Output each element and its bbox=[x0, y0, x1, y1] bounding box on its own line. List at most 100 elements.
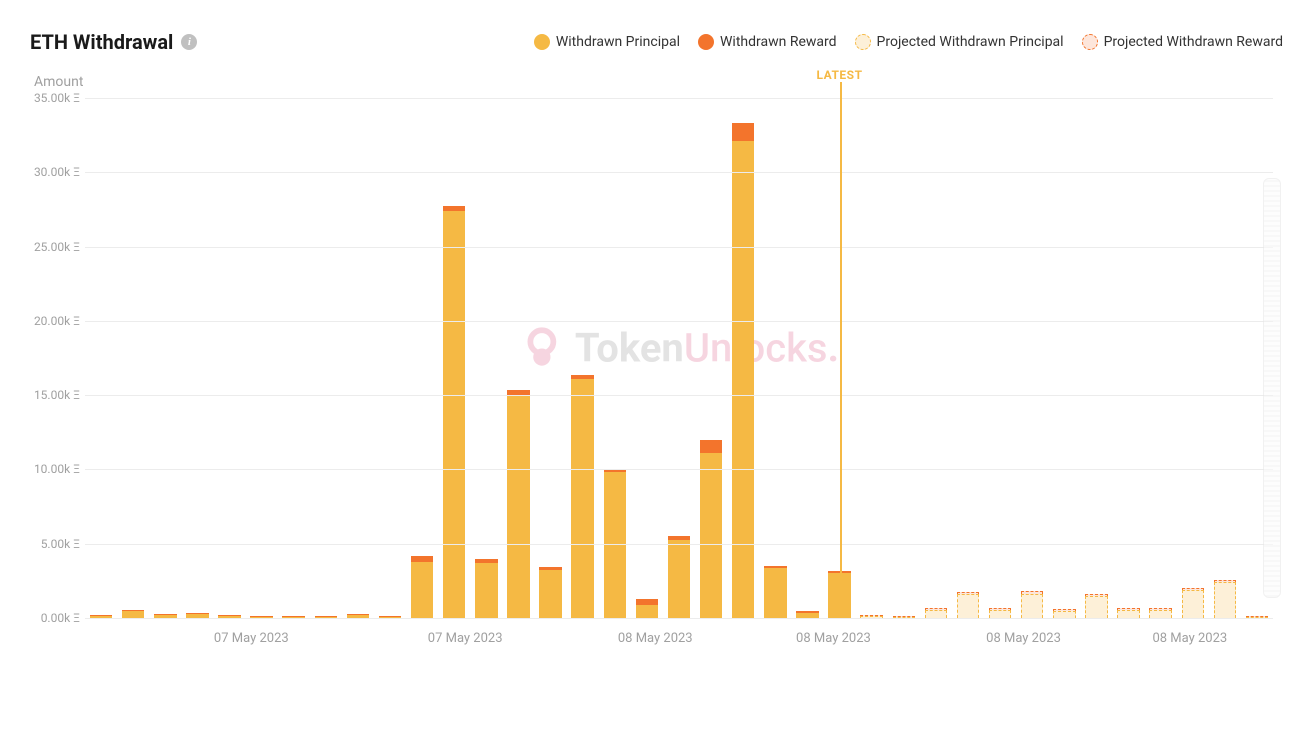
bar-slot[interactable] bbox=[727, 98, 759, 618]
bar-slot[interactable] bbox=[1209, 98, 1241, 618]
bar-slot[interactable] bbox=[1048, 98, 1080, 618]
legend-withdrawn-principal[interactable]: Withdrawn Principal bbox=[534, 34, 680, 50]
bar-segment-principal bbox=[925, 610, 947, 618]
bar-slot[interactable] bbox=[791, 98, 823, 618]
bar bbox=[1085, 594, 1107, 618]
bar-segment-principal bbox=[1117, 610, 1139, 618]
x-tick-label: 08 May 2023 bbox=[618, 631, 693, 646]
gridline bbox=[85, 469, 1273, 470]
bar-slot[interactable] bbox=[695, 98, 727, 618]
gridline bbox=[85, 395, 1273, 396]
y-tick-label: 10.00k Ξ bbox=[25, 462, 80, 476]
bar-segment-principal bbox=[1214, 582, 1236, 618]
bar-slot[interactable] bbox=[952, 98, 984, 618]
legend-projected-reward[interactable]: Projected Withdrawn Reward bbox=[1082, 34, 1283, 50]
legend-projected-principal[interactable]: Projected Withdrawn Principal bbox=[855, 34, 1064, 50]
bar-segment-principal bbox=[1021, 594, 1043, 619]
gridline bbox=[85, 172, 1273, 173]
bar bbox=[571, 375, 593, 618]
bar-segment-principal bbox=[571, 379, 593, 618]
bar-segment-reward bbox=[732, 123, 754, 141]
y-tick-label: 35.00k Ξ bbox=[25, 91, 80, 105]
bar bbox=[411, 556, 433, 618]
bar-slot[interactable] bbox=[1113, 98, 1145, 618]
title-group: ETH Withdrawal i bbox=[30, 30, 197, 54]
bar-slot[interactable] bbox=[213, 98, 245, 618]
bar-slot[interactable] bbox=[406, 98, 438, 618]
bar-segment-principal bbox=[1182, 590, 1204, 618]
bar-slot[interactable] bbox=[117, 98, 149, 618]
info-icon[interactable]: i bbox=[181, 34, 197, 50]
bar-segment-principal bbox=[989, 610, 1011, 618]
bar-slot[interactable] bbox=[85, 98, 117, 618]
bar bbox=[668, 536, 690, 618]
bar-slot[interactable] bbox=[310, 98, 342, 618]
bar bbox=[1117, 608, 1139, 618]
bar-segment-reward bbox=[700, 440, 722, 453]
bar-segment-principal bbox=[1053, 611, 1075, 618]
bar-slot[interactable] bbox=[374, 98, 406, 618]
bar-segment-principal bbox=[700, 453, 722, 618]
gridline bbox=[85, 98, 1273, 99]
scroll-edge-decoration bbox=[1263, 178, 1281, 598]
bar-slot[interactable] bbox=[535, 98, 567, 618]
bar-slot[interactable] bbox=[438, 98, 470, 618]
bar-slot[interactable] bbox=[1177, 98, 1209, 618]
swatch-icon bbox=[698, 34, 714, 50]
gridline bbox=[85, 544, 1273, 545]
bar-segment-principal bbox=[539, 570, 561, 618]
bar-slot[interactable] bbox=[342, 98, 374, 618]
y-tick-label: 20.00k Ξ bbox=[25, 314, 80, 328]
bar bbox=[122, 610, 144, 618]
bar-segment-principal bbox=[1085, 596, 1107, 618]
bar-segment-principal bbox=[122, 611, 144, 618]
bar-slot[interactable] bbox=[149, 98, 181, 618]
bar-slot[interactable] bbox=[1016, 98, 1048, 618]
bar-segment-principal bbox=[668, 540, 690, 618]
x-tick-label: 08 May 2023 bbox=[1152, 631, 1227, 646]
bar bbox=[539, 567, 561, 618]
bar-slot[interactable] bbox=[663, 98, 695, 618]
bar bbox=[957, 592, 979, 618]
legend-withdrawn-reward[interactable]: Withdrawn Reward bbox=[698, 34, 837, 50]
y-tick-label: 0.00k Ξ bbox=[25, 611, 80, 625]
bar-slot[interactable] bbox=[631, 98, 663, 618]
legend-label: Projected Withdrawn Principal bbox=[877, 34, 1064, 50]
chart-title: ETH Withdrawal bbox=[30, 30, 173, 54]
bar-segment-principal bbox=[507, 395, 529, 618]
chart-header: ETH Withdrawal i Withdrawn Principal Wit… bbox=[30, 30, 1283, 54]
bar-slot[interactable] bbox=[759, 98, 791, 618]
bar-slot[interactable] bbox=[246, 98, 278, 618]
bar bbox=[796, 611, 818, 618]
bar-slot[interactable] bbox=[567, 98, 599, 618]
bar bbox=[1182, 588, 1204, 618]
bar bbox=[507, 390, 529, 618]
bar-slot[interactable] bbox=[1080, 98, 1112, 618]
bar bbox=[764, 566, 786, 618]
bar-slot[interactable] bbox=[984, 98, 1016, 618]
bar-slot[interactable] bbox=[856, 98, 888, 618]
swatch-icon bbox=[855, 34, 871, 50]
plot-region: TokenUnlocks. 0.00k Ξ5.00k Ξ10.00k Ξ15.0… bbox=[85, 98, 1273, 618]
bar-slot[interactable] bbox=[888, 98, 920, 618]
legend-label: Withdrawn Reward bbox=[720, 34, 837, 50]
bar-segment-principal bbox=[636, 605, 658, 618]
bar-slot[interactable] bbox=[920, 98, 952, 618]
bar-slot[interactable] bbox=[278, 98, 310, 618]
x-tick-label: 07 May 2023 bbox=[428, 631, 503, 646]
bar-slot[interactable] bbox=[502, 98, 534, 618]
latest-marker-line bbox=[840, 82, 842, 618]
x-tick-label: 08 May 2023 bbox=[986, 631, 1061, 646]
bar-segment-principal bbox=[1149, 610, 1171, 618]
x-axis: 07 May 202307 May 202308 May 202308 May … bbox=[85, 618, 1273, 658]
bar-segment-principal bbox=[411, 562, 433, 618]
bar bbox=[700, 440, 722, 618]
bar-slot[interactable] bbox=[181, 98, 213, 618]
bar-slot[interactable] bbox=[599, 98, 631, 618]
bar bbox=[989, 608, 1011, 618]
bar-slot[interactable] bbox=[470, 98, 502, 618]
bar-slot[interactable] bbox=[1145, 98, 1177, 618]
legend-label: Projected Withdrawn Reward bbox=[1104, 34, 1283, 50]
latest-marker-label: LATEST bbox=[817, 68, 863, 82]
gridline bbox=[85, 247, 1273, 248]
